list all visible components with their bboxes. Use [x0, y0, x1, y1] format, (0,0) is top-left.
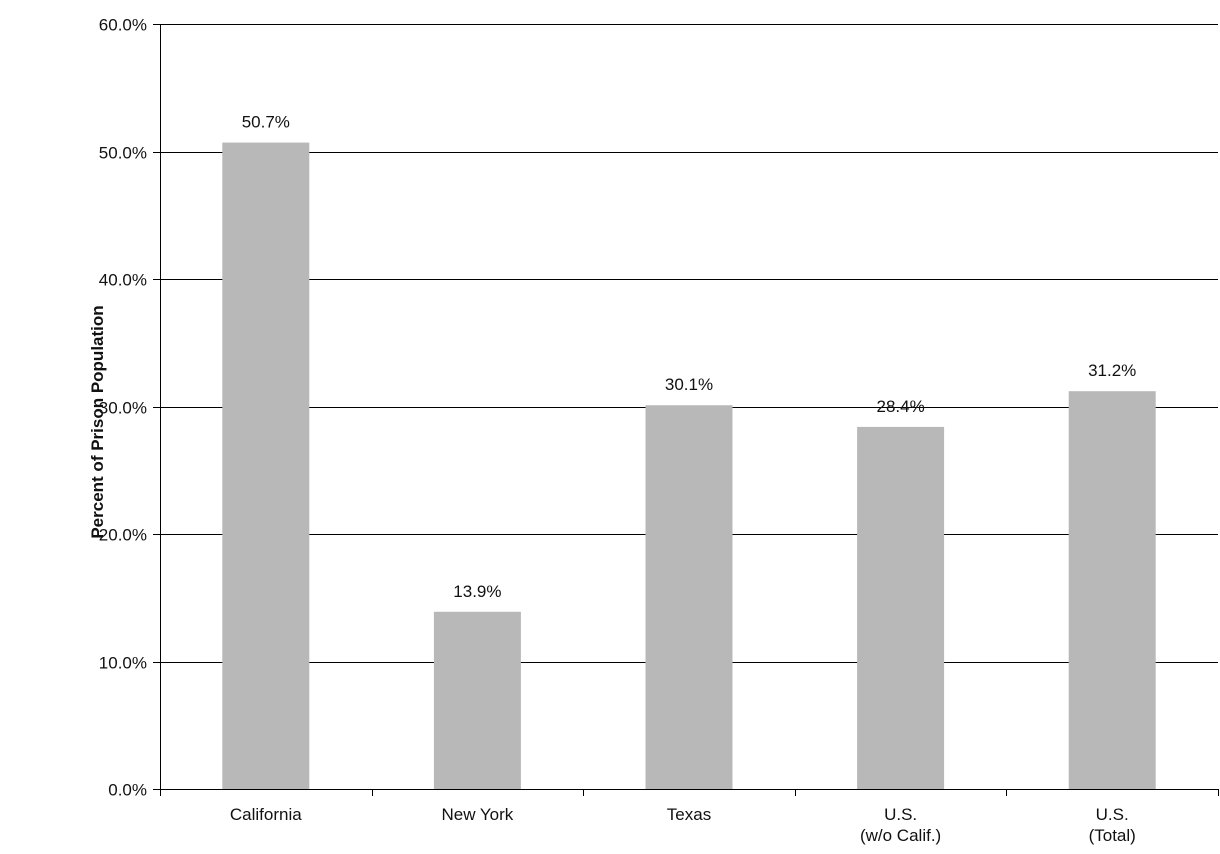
data-label: 30.1%: [665, 375, 713, 394]
bar: [433, 611, 521, 789]
category-label-line: Texas: [667, 805, 711, 824]
category-label-line: U.S.: [884, 805, 917, 824]
category-label: U.S. (w/o Calif.): [860, 805, 941, 845]
category-label-line: U.S.: [1096, 805, 1129, 824]
y-tick-label: 50.0%: [99, 144, 147, 163]
category-label-line: New York: [441, 805, 513, 824]
bar: [222, 142, 310, 789]
category-label: New York: [441, 805, 513, 824]
y-tick-label: 30.0%: [99, 399, 147, 418]
category-label: California: [230, 805, 302, 824]
y-tick-label: 10.0%: [99, 654, 147, 673]
bar: [645, 405, 733, 789]
labels: 0.0% 10.0% 20.0% 30.0% 40.0% 50.0% 60.0% 50.7% C…: [99, 16, 1137, 846]
data-label: 13.9%: [453, 582, 501, 601]
category-label-line: (Total): [1089, 826, 1136, 845]
category-label: Texas: [667, 805, 711, 824]
y-tick-label: 60.0%: [99, 16, 147, 35]
category-label: U.S. (Total): [1089, 805, 1136, 845]
y-tick-label: 20.0%: [99, 526, 147, 545]
bar: [857, 426, 945, 789]
y-tick-label: 0.0%: [108, 781, 147, 800]
axes: [153, 24, 1219, 796]
y-tick-label: 40.0%: [99, 271, 147, 290]
data-label: 31.2%: [1088, 361, 1136, 380]
bars: [222, 142, 1156, 789]
category-label-line: (w/o Calif.): [860, 826, 941, 845]
bar: [1068, 391, 1156, 789]
category-label-line: California: [230, 805, 302, 824]
data-label: 28.4%: [876, 397, 924, 416]
data-label: 50.7%: [242, 113, 290, 132]
y-axis-title: Percent of Prison Population: [88, 305, 107, 538]
